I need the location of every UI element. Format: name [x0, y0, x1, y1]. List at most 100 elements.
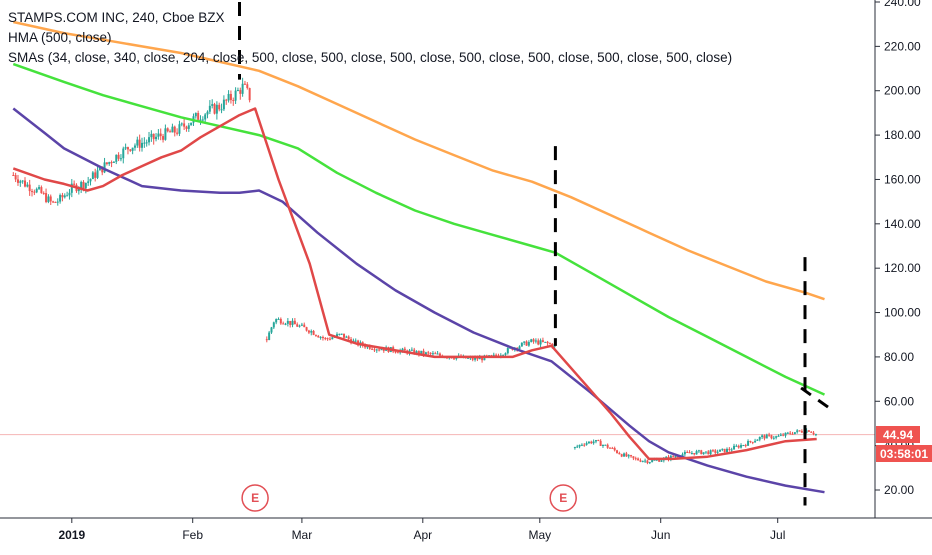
candle-body	[401, 348, 404, 351]
candle-body	[768, 434, 771, 436]
candle-body	[585, 443, 588, 445]
candle-body	[658, 459, 661, 462]
candle-body	[284, 323, 287, 325]
candle-body	[157, 133, 160, 137]
candle-body	[35, 188, 38, 193]
candle-body	[14, 175, 17, 180]
candle-body	[417, 351, 420, 355]
dashed-trend-line[interactable]	[800, 386, 834, 412]
candle-body	[422, 350, 425, 355]
candle-body	[96, 170, 99, 178]
candle-body	[282, 323, 285, 325]
candle-body	[438, 353, 441, 356]
candle-body	[277, 318, 280, 320]
candle-body	[474, 357, 477, 360]
candle-body	[298, 325, 301, 327]
candle-body	[639, 460, 642, 462]
x-axis[interactable]: 2019 Feb Mar Apr May Jun Jul	[58, 518, 785, 542]
candle-body	[751, 441, 754, 443]
candle-body	[779, 434, 782, 436]
candle-body	[68, 192, 71, 196]
candle-body	[683, 451, 686, 455]
candle-body	[56, 201, 59, 203]
candle-body	[307, 330, 310, 333]
candle-body	[737, 445, 740, 448]
y-tick-label: 220.00	[884, 39, 921, 53]
series-line-sma_340[interactable]	[13, 20, 825, 301]
earnings-marker[interactable]	[549, 484, 577, 512]
candle-body	[735, 445, 738, 447]
candle-body	[627, 455, 630, 457]
candle-body	[49, 196, 52, 202]
candle-body	[523, 341, 526, 343]
candle-body	[21, 180, 24, 182]
candle-body	[246, 84, 249, 89]
candle-body	[651, 460, 654, 463]
candle-body	[28, 184, 31, 192]
legend-smas[interactable]: SMAs (34, close, 340, close, 204, close,…	[8, 50, 733, 65]
candle-body	[185, 126, 188, 129]
candle-body	[660, 460, 663, 462]
candle-body	[641, 460, 644, 462]
candle-body	[208, 105, 211, 112]
candle-body	[66, 195, 69, 197]
candle-body	[791, 433, 794, 435]
candle-body	[632, 456, 635, 459]
candle-body	[105, 162, 108, 164]
candle-body	[40, 187, 43, 194]
candle-body	[573, 447, 576, 449]
candle-body	[324, 338, 327, 340]
candle-body	[672, 455, 675, 457]
y-tick-label: 180.00	[884, 128, 921, 142]
candle-body	[169, 131, 172, 133]
candle-body	[98, 166, 101, 171]
legend-symbol[interactable]: STAMPS.COM INC, 240, Cboe BZX	[8, 10, 225, 25]
candle-body	[730, 449, 733, 451]
candle-body	[653, 459, 656, 461]
candle-body	[108, 162, 111, 164]
candle-body	[180, 123, 183, 125]
candle-body	[94, 172, 97, 178]
candle-body	[236, 90, 239, 92]
x-tick-label: Feb	[182, 528, 203, 542]
candle-body	[525, 341, 528, 346]
candle-body	[620, 454, 623, 457]
legend-hma[interactable]: HMA (500, close)	[8, 30, 112, 45]
countdown-badge-value: 03:58:01	[880, 447, 928, 461]
series-line-sma_204[interactable]	[12, 62, 826, 396]
candle-body	[625, 453, 628, 457]
candle-body	[70, 183, 73, 193]
candle-body	[382, 349, 385, 351]
candle-body	[119, 158, 122, 160]
series-line-sma_34[interactable]	[12, 107, 825, 494]
candle-body	[129, 149, 132, 151]
candle-body	[87, 181, 90, 183]
candle-body	[537, 340, 540, 345]
candle-body	[504, 353, 507, 355]
series-line-hma[interactable]	[12, 107, 817, 461]
candle-body	[590, 441, 593, 444]
candle-body	[194, 112, 197, 117]
candle-body	[476, 357, 479, 360]
candle-body	[711, 450, 714, 452]
candle-body	[478, 357, 481, 360]
candle-body	[492, 354, 495, 356]
candle-body	[775, 436, 778, 438]
indicator-lines-group	[12, 20, 826, 494]
candle-body	[173, 126, 176, 133]
candle-body	[427, 352, 430, 354]
candle-body	[798, 430, 801, 432]
candle-body	[54, 201, 57, 203]
candle-body	[73, 183, 76, 185]
earnings-marker[interactable]	[241, 484, 269, 512]
candle-body	[326, 338, 329, 340]
candle-body	[702, 452, 705, 455]
candle-body	[38, 187, 41, 189]
candle-body	[354, 340, 357, 342]
candle-body	[413, 349, 416, 355]
candle-body	[718, 449, 721, 452]
candle-body	[800, 431, 803, 433]
candle-body	[138, 139, 141, 148]
